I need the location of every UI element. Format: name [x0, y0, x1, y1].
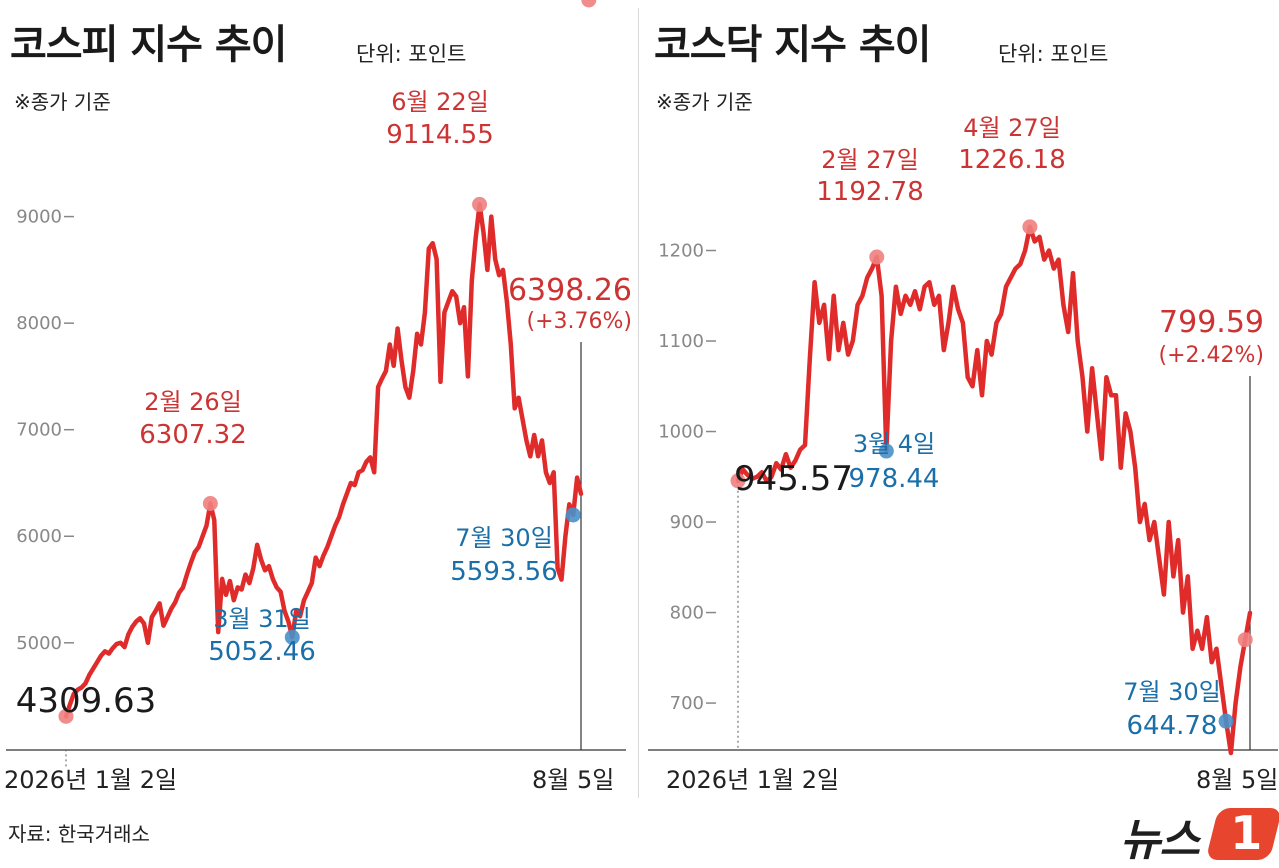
low1-date-label: 3월 4일 — [853, 430, 935, 458]
low1-value-label: 978.44 — [849, 464, 940, 494]
basis-note: ※종가 기준 — [656, 90, 753, 114]
low1-point — [284, 629, 300, 645]
low2-point — [565, 507, 581, 523]
basis-note: ※종가 기준 — [14, 90, 111, 114]
news1-logo: 뉴스 1 — [1120, 804, 1279, 868]
y-tick-label: 900 — [670, 512, 704, 533]
peak2-value-label: 9114.55 — [386, 120, 494, 150]
y-tick-label: 9000 — [16, 207, 62, 228]
x-end-label: 8월 5일 — [532, 766, 615, 794]
y-tick-label: 1100 — [658, 331, 704, 352]
x-end-label: 8월 5일 — [1196, 766, 1279, 794]
low1-date-label: 3월 31일 — [213, 605, 311, 633]
y-tick-label: 1200 — [658, 241, 704, 262]
low1-value-label: 5052.46 — [208, 637, 316, 667]
low2-date-label: 7월 30일 — [1123, 678, 1221, 706]
end-point — [1237, 632, 1253, 648]
y-tick-label: 700 — [670, 693, 704, 714]
x-start-label: 2026년 1월 2일 — [666, 766, 840, 794]
low2-point — [1218, 713, 1234, 729]
kosdaq-series-line — [735, 224, 1253, 756]
logo-badge: 1 — [1205, 806, 1279, 860]
peak1-value-label: 1192.78 — [816, 177, 924, 207]
peak2-value-label: 1226.18 — [958, 145, 1066, 175]
start-point — [730, 473, 746, 489]
end-point — [581, 0, 597, 8]
peak2-date-label: 4월 27일 — [963, 114, 1061, 142]
kospi-chart: 5000 6000 7000 8000 9000 4309.63 2월 26일 6307… — [6, 0, 633, 767]
peak1-value-label: 6307.32 — [139, 420, 247, 450]
y-tick-label: 8000 — [16, 313, 62, 334]
start-value-label: 945.57 — [734, 459, 853, 499]
y-tick-label: 7000 — [16, 420, 62, 441]
end-change-label: (+2.42%) — [1159, 343, 1265, 368]
peak2-point — [472, 196, 488, 212]
unit-label: 단위: 포인트 — [998, 42, 1109, 66]
end-value-label: 799.59 — [1159, 305, 1264, 340]
y-tick-label: 800 — [670, 603, 704, 624]
peak1-point — [202, 496, 218, 512]
peak1-date-label: 2월 26일 — [144, 388, 242, 416]
low1-point — [878, 443, 894, 459]
start-value-label: 4309.63 — [16, 681, 157, 721]
kospi-series-line — [63, 202, 584, 719]
y-tick-label: 1000 — [658, 422, 704, 443]
kosdaq-chart: 700 800 900 1000 1100 1200 945.57 2월 27일 1192… — [648, 114, 1278, 756]
y-tick-label: 5000 — [16, 633, 62, 654]
logo-mark: 1 — [1230, 806, 1263, 860]
end-value-label: 6398.26 — [508, 273, 632, 308]
unit-label: 단위: 포인트 — [356, 42, 467, 66]
low2-value-label: 644.78 — [1127, 711, 1218, 741]
peak1-date-label: 2월 27일 — [821, 146, 919, 174]
kospi-panel: 코스피 지수 추이 단위: 포인트 ※종가 기준 5000 6000 7000 800… — [0, 0, 636, 800]
x-start-label: 2026년 1월 2일 — [4, 766, 178, 794]
chart-title: 코스피 지수 추이 — [10, 22, 287, 68]
low2-date-label: 7월 30일 — [455, 524, 553, 552]
panel-divider — [638, 8, 639, 798]
start-point — [58, 708, 74, 724]
peak1-point — [869, 249, 885, 265]
source-label: 자료: 한국거래소 — [8, 822, 150, 846]
peak2-date-label: 6월 22일 — [391, 88, 489, 116]
y-tick-label: 6000 — [16, 526, 62, 547]
chart-title: 코스닥 지수 추이 — [654, 22, 931, 68]
logo-text: 뉴스 — [1120, 815, 1200, 866]
kosdaq-panel: 코스닥 지수 추이 단위: 포인트 ※종가 기준 700 800 900 1000 11… — [642, 0, 1278, 800]
end-change-label: (+3.76%) — [527, 309, 633, 334]
peak2-point — [1022, 219, 1038, 235]
low2-value-label: 5593.56 — [450, 557, 558, 587]
